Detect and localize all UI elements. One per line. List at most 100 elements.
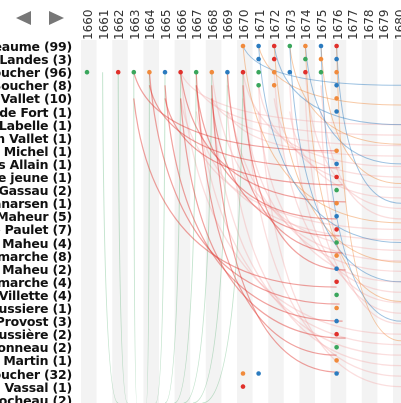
person-row[interactable]: Bussière (2) — [0, 327, 72, 343]
relation-arc — [211, 85, 340, 373]
year-stripe — [81, 40, 97, 403]
year-label-1670: 1670 — [237, 9, 251, 40]
year-stripe — [143, 40, 159, 403]
person-row[interactable]: ph Vallet (1) — [0, 130, 72, 146]
event-dot — [162, 69, 168, 75]
event-dot — [287, 69, 293, 75]
relation-arc — [155, 72, 166, 403]
event-dot — [334, 187, 339, 193]
relation-arc — [258, 45, 401, 106]
person-row[interactable]: Bussiere (1) — [0, 301, 72, 316]
event-dot — [240, 384, 246, 389]
previous-button[interactable] — [14, 10, 32, 26]
year-label-1676: 1676 — [330, 9, 345, 40]
year-label-1665: 1665 — [159, 9, 173, 40]
person-row[interactable]: locheau (2) — [0, 392, 72, 403]
relation-arc — [211, 98, 401, 356]
person-row[interactable]: onneau (2) — [0, 340, 72, 356]
person-row[interactable]: e Maheu (4) — [0, 235, 72, 251]
person-row[interactable]: e Paulet (7) — [0, 222, 72, 238]
person-row[interactable]: de Fort (1) — [0, 104, 72, 120]
event-dot — [334, 56, 339, 62]
year-label-1675: 1675 — [315, 9, 329, 40]
event-dot — [271, 56, 277, 62]
event-dot — [318, 56, 324, 62]
relation-arc — [211, 98, 340, 237]
event-dot — [303, 69, 308, 75]
relation-arc — [242, 45, 401, 86]
person-row[interactable]: marche (4) — [0, 274, 72, 290]
relation-arc — [148, 72, 340, 305]
relation-arc — [273, 45, 401, 263]
relation-arc — [304, 45, 401, 302]
relation-arc — [133, 72, 337, 152]
year-label-1668: 1668 — [205, 9, 220, 40]
year-label-1671: 1671 — [252, 9, 267, 40]
event-dot — [256, 371, 261, 376]
year-stripe — [268, 40, 284, 403]
relation-arc — [164, 72, 182, 403]
relation-arc — [242, 72, 401, 168]
relation-arc — [226, 85, 401, 262]
year-label-1661: 1661 — [96, 9, 111, 40]
event-dot — [334, 227, 339, 232]
relation-arc — [180, 98, 346, 339]
person-row[interactable]: Labelle (1) — [0, 117, 72, 133]
event-dot — [271, 69, 277, 75]
event-dot — [334, 266, 339, 272]
person-row[interactable]: Maheur (5) — [0, 209, 72, 225]
person-row[interactable]: Landes (3) — [0, 52, 72, 68]
person-row[interactable]: s Maheu (2) — [0, 261, 72, 277]
person-row[interactable]: eaume (99) — [0, 39, 72, 54]
relation-arc — [133, 98, 337, 288]
person-row[interactable]: marche (8) — [0, 248, 72, 264]
person-row[interactable]: Boucher (8) — [0, 78, 72, 94]
event-dot — [334, 174, 339, 180]
person-row[interactable]: Vanarsen (1) — [0, 196, 72, 212]
event-dot — [225, 69, 230, 75]
year-label-1660: 1660 — [81, 9, 95, 40]
person-row[interactable]: es Allain (1) — [0, 156, 72, 172]
event-dot — [209, 69, 215, 75]
event-dot — [256, 69, 261, 75]
event-dot — [334, 83, 339, 88]
person-row[interactable]: Vallet (10) — [0, 91, 73, 107]
event-dot — [334, 148, 339, 154]
person-row[interactable]: Gassau (2) — [0, 183, 72, 199]
relation-arc — [211, 98, 401, 147]
person-row[interactable]: is Vassal (1) — [0, 379, 72, 395]
relation-arc — [164, 85, 343, 322]
event-dot — [178, 69, 183, 75]
event-dot — [334, 240, 339, 245]
year-label-1664: 1664 — [143, 9, 158, 40]
event-dot — [147, 69, 152, 75]
person-row[interactable]: le jeune (1) — [0, 170, 72, 185]
person-row[interactable]: s Martin (1) — [0, 353, 72, 369]
event-dot — [334, 371, 339, 376]
relation-arc — [117, 72, 129, 403]
relation-arc — [304, 98, 401, 314]
relation-arc — [289, 85, 401, 304]
event-dot — [334, 161, 339, 167]
person-row[interactable]: Villette (4) — [0, 287, 72, 303]
relation-arc — [180, 71, 401, 126]
relation-arc — [148, 85, 340, 169]
person-row[interactable]: oucher (96) — [0, 65, 72, 81]
relation-arc — [242, 98, 401, 272]
relation-arc — [304, 45, 401, 165]
person-row[interactable]: oucher (32) — [0, 366, 72, 382]
relation-arc — [273, 45, 401, 126]
relation-arc — [336, 45, 401, 342]
person-row[interactable]: n Michel (1) — [0, 143, 72, 159]
next-button[interactable] — [48, 10, 66, 26]
person-row[interactable]: Provost (3) — [0, 314, 72, 330]
relation-arc — [195, 85, 401, 136]
relation-arc — [258, 45, 401, 243]
event-dot — [334, 292, 339, 298]
relation-arc — [242, 72, 401, 377]
relation-arc — [179, 72, 401, 335]
relation-arc — [211, 72, 401, 252]
relation-arc — [164, 98, 343, 186]
